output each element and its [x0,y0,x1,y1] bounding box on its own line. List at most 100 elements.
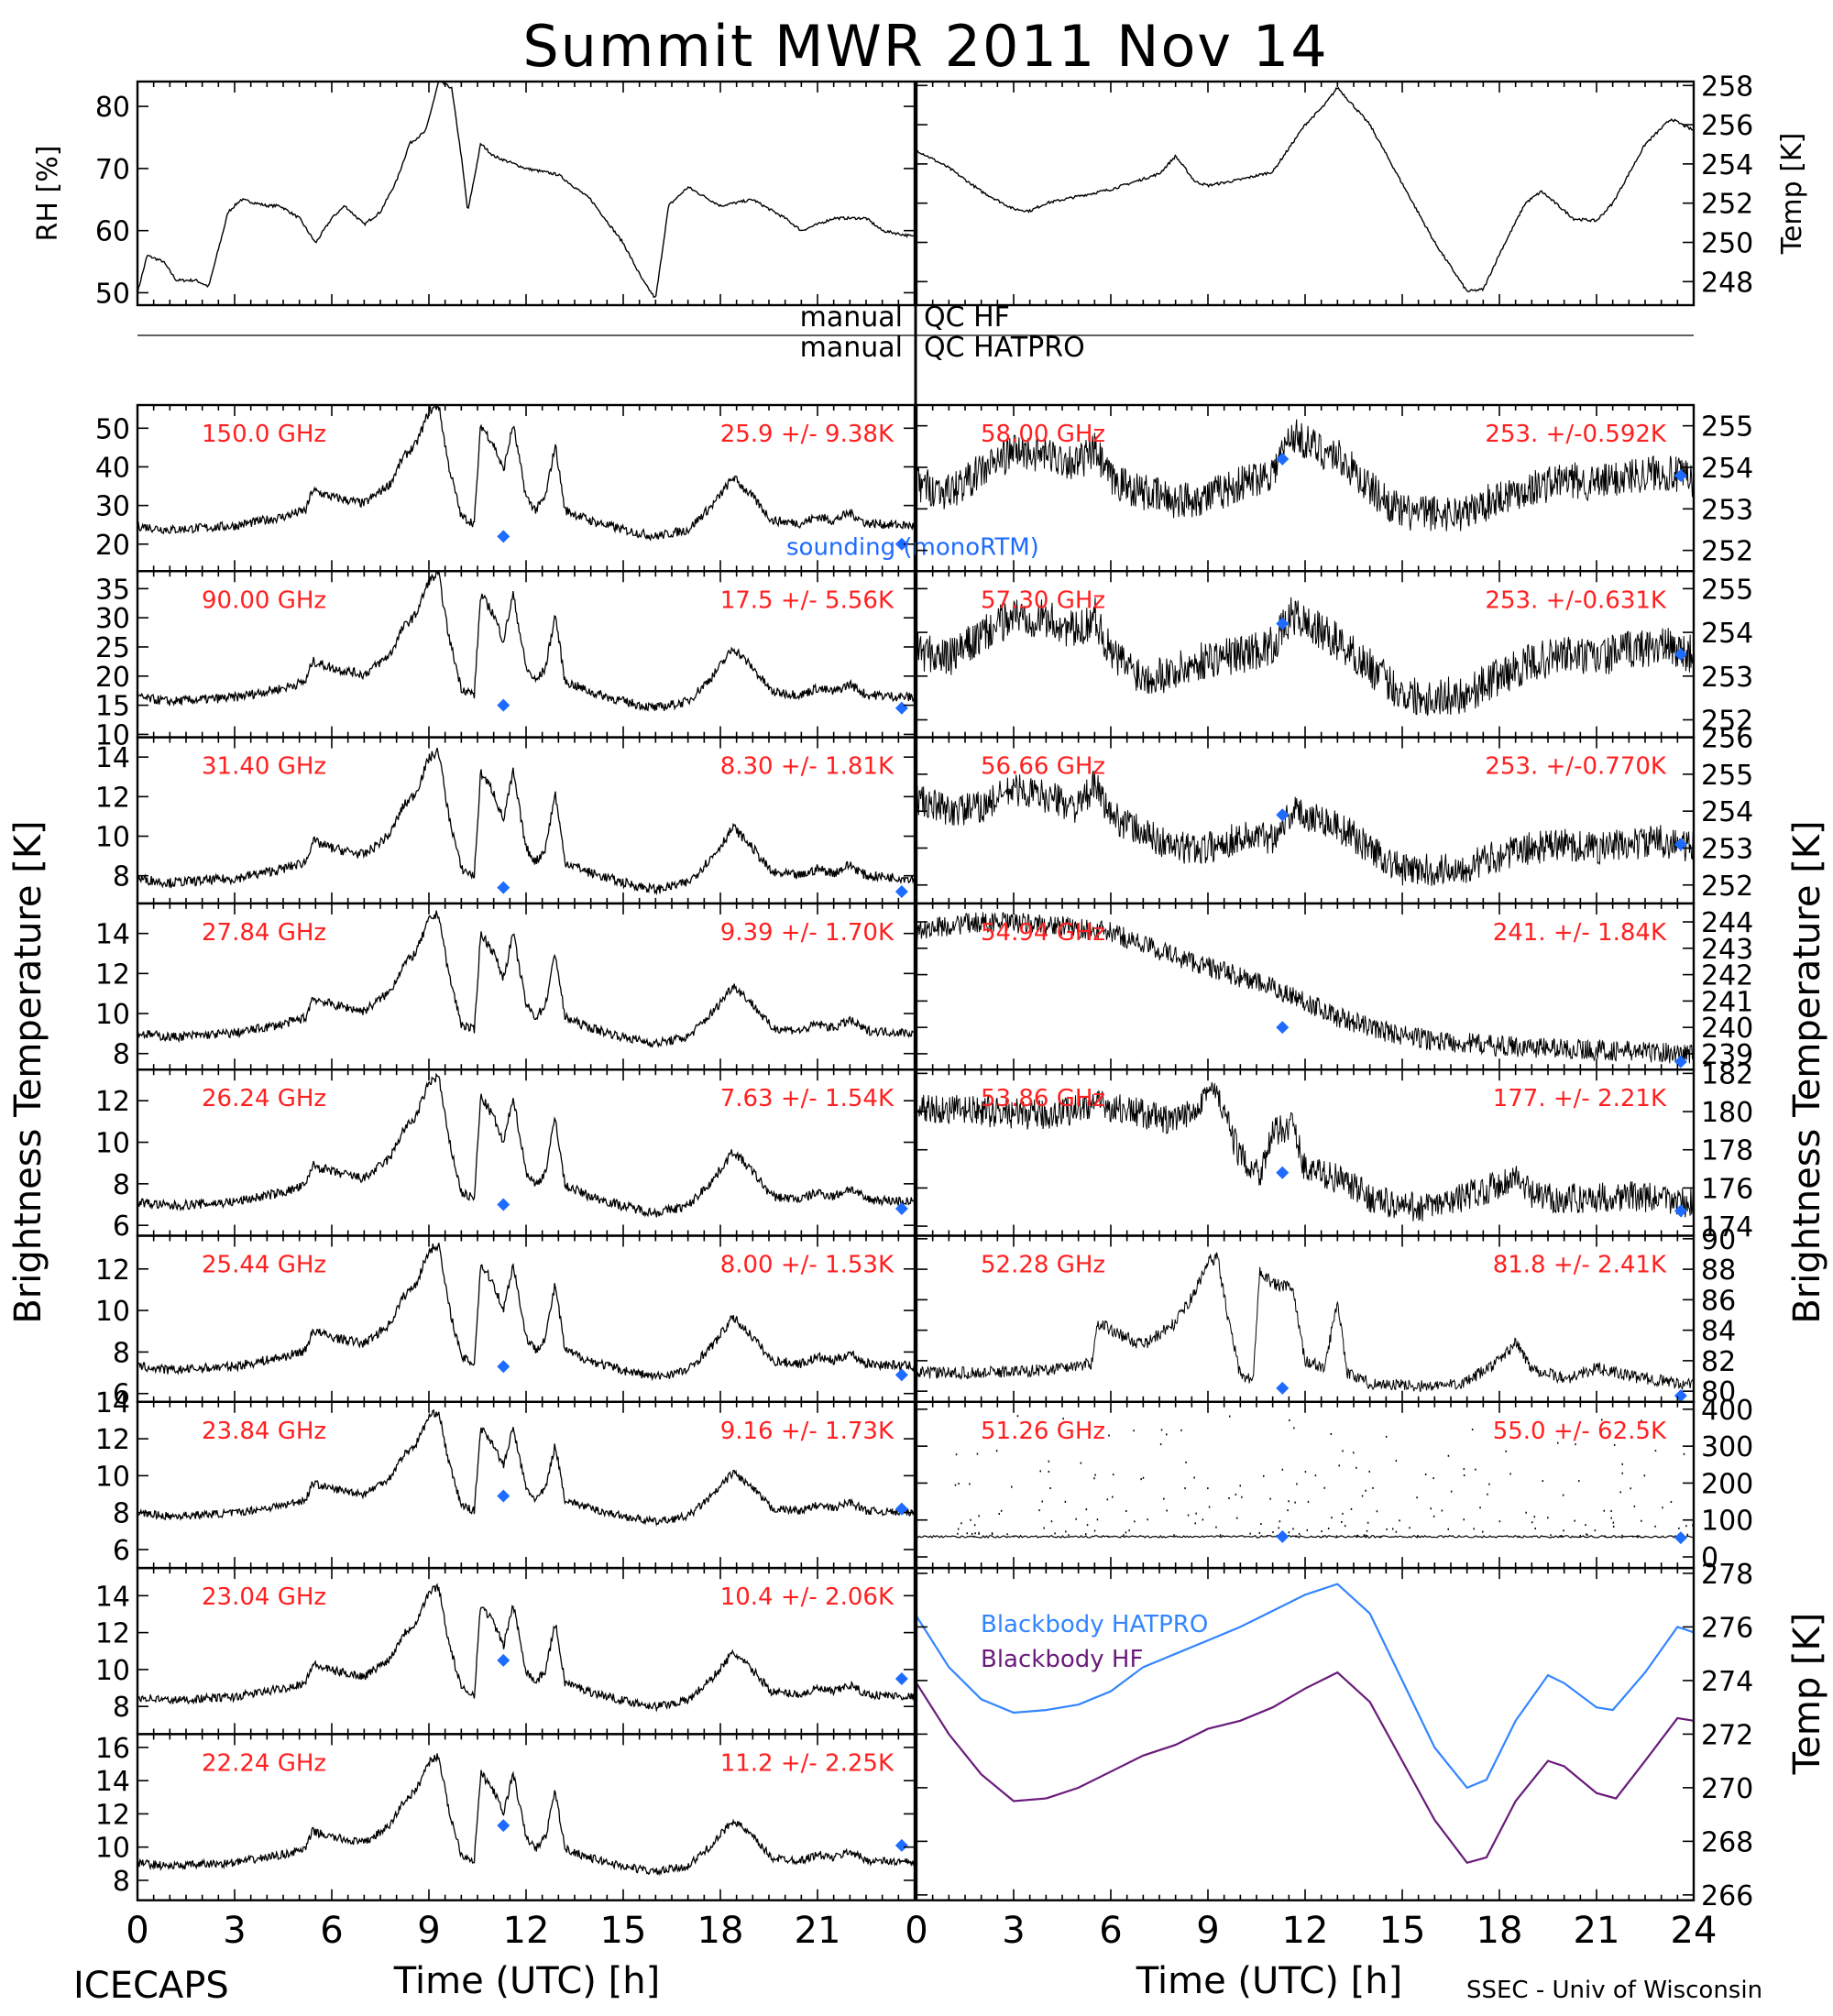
right-panel-6-series-line [916,1252,1695,1393]
left-panel-9-freq-label: 22.24 GHz [202,1749,326,1777]
right-panel-2-ytick-label: 254 [1701,618,1753,650]
left-panel-1-ytick-label: 40 [95,452,130,484]
right-xtick-label: 12 [1282,1910,1329,1952]
left-panel-9-ytick-label: 12 [95,1799,130,1831]
right-panel-5-series-line [916,1081,1695,1222]
rh-panel-ytick-label: 70 [95,154,130,186]
left-panel-7-sounding-marker [497,1489,510,1503]
left-panel-5-ytick-label: 8 [113,1169,130,1201]
right-panel-6-stat-label: 81.8 +/- 2.41K [1493,1252,1667,1279]
left-panel-9-series-line [137,1753,916,1877]
right-panel-3-freq-label: 56.66 GHz [981,753,1105,781]
qc-label-right-hatpro: QC HATPRO [924,332,1085,364]
left-panel-3-sounding-marker [895,884,908,898]
right-panel-7-freq-label: 51.26 GHz [981,1418,1105,1445]
left-xtick-label: 18 [697,1910,744,1952]
left-panel-6-stat-label: 8.00 +/- 1.53K [720,1252,895,1279]
left-panel-4-freq-label: 27.84 GHz [202,919,326,947]
right-panel-4-ytick-label: 241 [1701,986,1753,1018]
left-panel-8-stat-label: 10.4 +/- 2.06K [720,1583,895,1611]
right-panel-6-freq-label: 52.28 GHz [981,1252,1105,1279]
right-panel-3-series-line [916,770,1695,886]
bottom-axes: 0 3 6 9 12 15 18 21 0 3 6 9 12 15 18 21 24 Time (UTC) [h]… [126,1910,1717,2002]
temp-panel-ytick-label: 256 [1701,110,1753,142]
right-panel-1-ytick-label: 255 [1701,411,1753,444]
right-panel-4-sounding-marker [1276,1021,1290,1035]
footer-left: ICECAPS [73,1965,229,2007]
right-panel-2-sounding-marker [1674,647,1687,661]
right-panel-1-series-line [916,419,1695,531]
left-panel-1-ytick-label: 50 [95,413,130,445]
right-panel-5-stat-label: 177. +/- 2.21K [1493,1085,1667,1112]
figure-title: Summit MWR 2011 Nov 14 [522,13,1328,80]
left-panel-6-freq-label: 25.44 GHz [202,1252,326,1279]
left-panel-3-ytick-label: 8 [113,861,130,893]
left-panel-3-ytick-label: 10 [95,822,130,854]
left-panel-9-frame [136,1733,916,1901]
right-panel-7-ytick-label: 300 [1701,1431,1753,1463]
right-panel-1-freq-label: 58.00 GHz [981,421,1105,448]
blackbody-hf-line [916,1671,1695,1865]
footer-right: SSEC - Univ of Wisconsin [1466,1977,1762,2004]
left-panel-7-ytick-label: 12 [95,1424,130,1456]
left-panel-6-ytick-label: 12 [95,1255,130,1287]
left-panel-6-ytick-label: 6 [113,1379,130,1411]
right-panel-4-ytick-label: 240 [1701,1013,1753,1045]
left-xtick-label: 9 [417,1910,440,1952]
left-panel-6-series-line [137,1243,916,1382]
left-panel-5-freq-label: 26.24 GHz [202,1085,326,1112]
right-panel-4-ytick-label: 244 [1701,907,1753,939]
left-xtick-label: 12 [503,1910,550,1952]
temp-axis-label: Temp [K] [1776,133,1808,256]
left-panel-8-sounding-marker [497,1653,510,1667]
blackbody-panel-ytick-label: 276 [1701,1612,1753,1644]
temp-panel-ytick-label: 252 [1701,189,1753,221]
blackbody-hatpro-line [916,1583,1695,1790]
left-panel-9-ytick-label: 8 [113,1866,130,1898]
right-panel-2-sounding-marker [1276,617,1290,630]
blackbody-panel-ytick-label: 272 [1701,1719,1753,1751]
right-xaxis-title: Time (UTC) [h] [1136,1960,1402,2002]
right-panel-1-sounding-marker [1674,469,1687,483]
right-panel-6-ytick-label: 90 [1701,1224,1736,1256]
left-panel-7-freq-label: 23.84 GHz [202,1418,326,1445]
rh-panel-ytick-label: 60 [95,216,130,248]
right-panel-7-stat-label: 55.0 +/- 62.5K [1493,1418,1667,1445]
left-panel-3-series-line [137,748,916,896]
left-panel-6-ytick-label: 8 [113,1337,130,1369]
left-panel-2-ytick-label: 20 [95,662,130,694]
right-panel-4-series-line [916,912,1695,1064]
right-panel-2-stat-label: 253. +/-0.631K [1485,586,1667,614]
left-panel-2-freq-label: 90.00 GHz [202,586,326,614]
blackbody-panel-frame [915,1566,1696,1901]
figure-labels: Brightness Temperature [K] Brightness Tem… [7,820,1828,2007]
left-panel-5-series-line [137,1072,916,1218]
left-panel-4-ytick-label: 8 [113,1039,130,1071]
right-panel-1-ytick-label: 252 [1701,536,1753,568]
left-panel-7-series-line [137,1408,916,1527]
right-xtick-label: 24 [1671,1910,1718,1952]
left-ylabel: Brightness Temperature [K] [7,820,49,1323]
right-panel-5-ytick-label: 180 [1701,1097,1753,1129]
right-xtick-label: 6 [1099,1910,1122,1952]
right-panel-6-sounding-marker [1276,1381,1290,1395]
right-panel-2-series-line [916,597,1695,717]
right-panel-1-stat-label: 253. +/-0.592K [1485,421,1667,448]
left-panel-4-ytick-label: 14 [95,919,130,951]
left-panel-1-series-line [137,403,916,542]
left-panel-3-ytick-label: 14 [95,742,130,774]
rh-panel-ytick-label: 50 [95,278,130,310]
right-panel-4-ytick-label: 242 [1701,960,1753,992]
left-panel-8-ytick-label: 14 [95,1581,130,1613]
right-panel-5-ytick-label: 174 [1701,1211,1753,1244]
right-panel-3-sounding-marker [1276,808,1290,822]
temp-panel-ytick-label: 254 [1701,149,1753,181]
left-panel-1-freq-label: 150.0 GHz [202,421,326,448]
left-panel-7-ytick-label: 8 [113,1498,130,1530]
right-xtick-label: 9 [1196,1910,1219,1952]
left-panel-6-sounding-marker [895,1368,908,1382]
blackbody-panel-ytick-label: 268 [1701,1826,1753,1858]
